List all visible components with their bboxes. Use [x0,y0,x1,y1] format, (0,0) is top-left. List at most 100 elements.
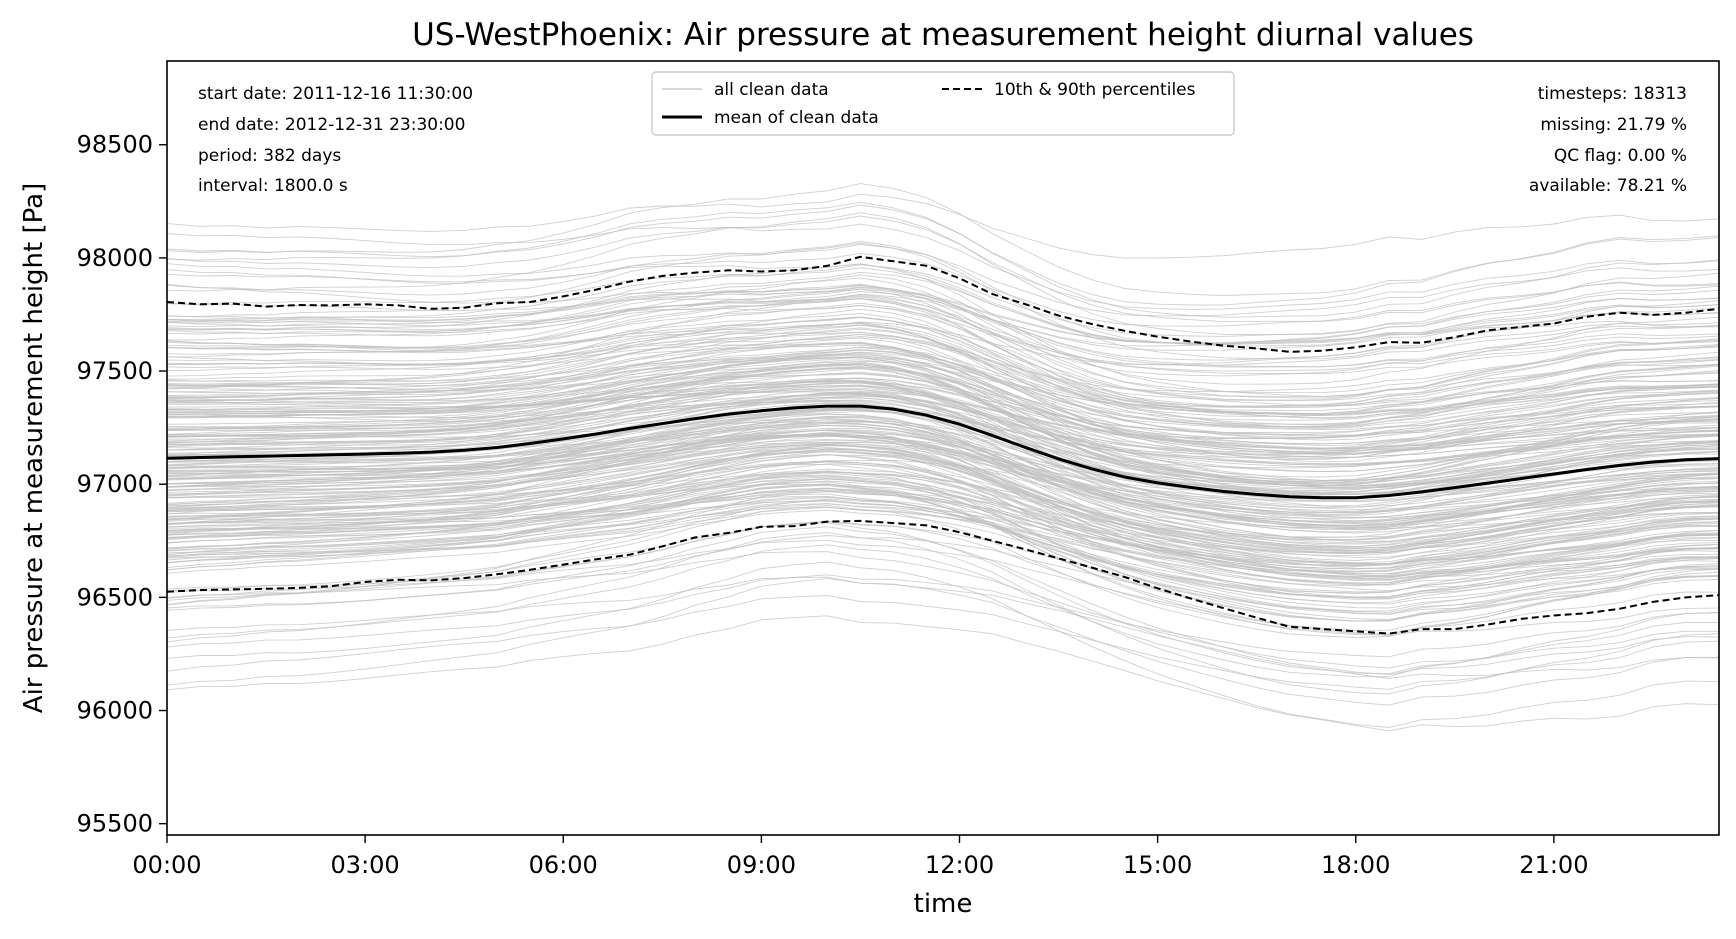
clean-data-line [167,183,1719,296]
clean-data-line [167,615,1719,732]
clean-data-line [167,372,1719,454]
clean-data-line [167,346,1719,411]
clean-data-line [167,384,1719,484]
clean-data-line [167,361,1719,481]
legend-label-mean: mean of clean data [714,108,879,128]
clean-data-line [167,429,1719,530]
clean-data-line [167,283,1719,344]
clean-data-line [167,357,1719,455]
clean-data-line [167,576,1719,679]
clean-data-line [167,263,1719,345]
clean-data-line [167,435,1719,490]
clean-data-line [167,447,1719,567]
clean-data-line [167,502,1719,600]
clean-data-line [167,321,1719,365]
info-right: timesteps: 18313 missing: 21.79 % QC fla… [1529,84,1687,196]
clean-data-line [167,382,1719,515]
legend: all clean data mean of clean data 10th &… [651,71,1235,136]
clean-data-line [167,343,1719,460]
clean-data-line [167,354,1719,489]
clean-data-line [167,387,1719,445]
clean-data-line [167,377,1719,449]
clean-data-line [167,296,1719,429]
clean-data-line [167,349,1719,437]
y-tick-label: 96500 [77,583,153,611]
clean-data-line [167,413,1719,539]
info-available: available: 78.21 % [1529,176,1687,196]
clean-data-line [167,451,1719,519]
clean-data-line [167,212,1719,335]
clean-data-line [167,288,1719,368]
clean-data-line [167,399,1719,481]
x-tick-label: 12:00 [925,851,994,879]
clean-data-line [167,324,1719,417]
clean-data-line [167,337,1719,450]
clean-data-line [167,441,1719,495]
clean-data-line [167,293,1719,347]
clean-data-line [167,506,1719,578]
x-tick-label: 21:00 [1519,851,1588,879]
clean-data-line [167,420,1719,469]
info-period: period: 382 days [198,146,341,166]
percentile-10-line [167,519,1719,635]
info-missing: missing: 21.79 % [1540,115,1687,135]
clean-data-line [167,448,1719,552]
clean-data-line [167,498,1719,615]
y-axis: 95500 96000 96500 97000 97500 98000 98500 [77,131,167,838]
y-axis-label: Air pressure at measurement height [Pa] [19,183,49,713]
clean-data-line [167,471,1719,529]
clean-data-line [167,431,1719,525]
clean-data-line [167,448,1719,552]
clean-data-line [167,393,1719,492]
info-end-date: end date: 2012-12-31 23:30:00 [198,115,465,135]
x-tick-label: 03:00 [331,851,400,879]
clean-data-line [167,461,1719,575]
clean-data-line [167,267,1719,345]
clean-data-line [167,385,1719,458]
clean-data-line [167,406,1719,458]
clean-data-line [167,364,1719,478]
clean-data-line [167,305,1719,366]
clean-data-line [167,539,1719,637]
chart-title: US-WestPhoenix: Air pressure at measurem… [412,17,1474,53]
clean-data-line [167,445,1719,567]
y-tick-label: 96000 [77,697,153,725]
x-tick-label: 15:00 [1123,851,1192,879]
legend-label-clean: all clean data [714,80,829,100]
clean-data-line [167,443,1719,519]
clean-data-line [167,551,1719,669]
x-tick-label: 06:00 [529,851,598,879]
clean-data-line [167,574,1719,658]
clean-data-line [167,264,1719,337]
clean-data-line [167,288,1719,419]
y-tick-label: 97000 [77,470,153,498]
legend-box [651,71,1235,136]
mean-line [167,404,1719,500]
x-axis: 00:00 03:00 06:00 09:00 12:00 15:00 18:00 21:00 [132,835,1588,879]
clean-data-line [167,353,1719,454]
info-interval: interval: 1800.0 s [198,176,348,196]
clean-data-line [167,424,1719,514]
clean-data-line [167,389,1719,440]
clean-data-line [167,283,1719,401]
clean-data-line [167,532,1719,695]
clean-data-line [167,389,1719,513]
clean-data-line [167,201,1719,318]
clean-data-line [167,302,1719,407]
y-tick-label: 97500 [77,357,153,385]
clean-data-line [167,444,1719,565]
x-tick-label: 00:00 [132,851,201,879]
clean-data-line [167,215,1719,323]
y-tick-label: 98500 [77,131,153,159]
clean-data-line [167,454,1719,600]
clean-data-line [167,271,1719,346]
clean-data-line [167,577,1719,706]
clean-data-line [167,483,1719,622]
clean-data-line [167,526,1719,676]
clean-data-line [167,342,1719,446]
clean-data-line [167,298,1719,372]
x-axis-label: time [914,889,973,919]
clean-data-line [167,243,1719,317]
clean-data-line [167,395,1719,466]
